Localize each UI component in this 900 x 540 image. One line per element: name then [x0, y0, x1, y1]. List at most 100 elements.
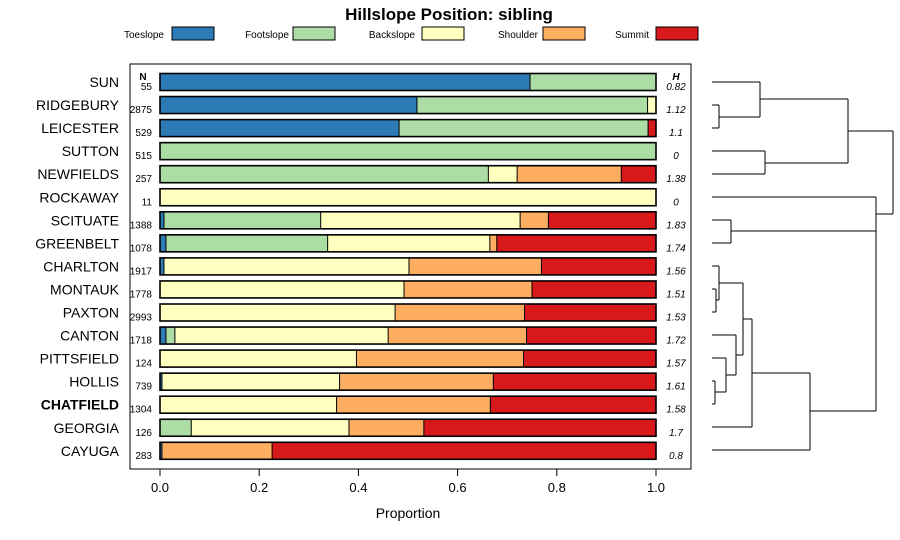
bar-segment-canton-footslope	[165, 327, 175, 345]
plot-panel-border	[129, 63, 692, 470]
bar-outline-canton	[159, 326, 657, 345]
row-labels: SUN 55 0.82 RIDGEBURY 2875 1.12 LEICESTER 529 1.…	[35, 74, 686, 462]
n-value-newfields: 257	[135, 174, 152, 185]
bar-segment-paxton-summit	[524, 304, 656, 321]
bar-row-chatfield	[159, 395, 657, 415]
dendrogram-branch	[712, 334, 737, 376]
bar-segment-hollis-backslope	[161, 373, 340, 391]
n-value-montauk: 1778	[130, 290, 153, 301]
row-label-chatfield: CHATFIELD	[41, 397, 119, 413]
x-tick-label: 0.2	[250, 480, 268, 495]
bar-row-sutton	[159, 141, 657, 161]
dendrogram-branch	[712, 104, 720, 129]
bar-segment-georgia-summit	[423, 419, 656, 437]
row-label-cayuga: CAYUGA	[61, 443, 120, 459]
legend-label-toeslope: Toeslope	[124, 30, 164, 41]
bar-outline-sutton	[159, 141, 657, 161]
bar-segment-sun-footslope	[530, 73, 656, 91]
bar-segment-cayuga-toeslope	[160, 442, 162, 460]
legend: Toeslope Footslope Backslope Shoulder Summit	[124, 26, 699, 41]
bars	[159, 72, 657, 461]
row-label-pittsfield: PITTSFIELD	[40, 351, 119, 367]
h-column-header: H	[672, 72, 680, 83]
bar-row-paxton	[159, 303, 657, 322]
n-value-georgia: 126	[135, 428, 152, 439]
bar-row-cayuga	[159, 441, 657, 461]
legend-label-shoulder: Shoulder	[498, 30, 539, 41]
n-value-pittsfield: 124	[135, 359, 152, 370]
bar-outline-sun	[159, 72, 657, 92]
bar-outline-cayuga	[159, 441, 657, 461]
bar-segment-greenbelt-footslope	[165, 234, 328, 252]
bar-segment-newfields-shoulder	[517, 165, 622, 183]
row-label-canton: CANTON	[60, 328, 119, 344]
bar-segment-leicester-footslope	[399, 119, 649, 137]
h-value-rockaway: 0	[673, 197, 679, 208]
bar-segment-newfields-footslope	[160, 165, 489, 183]
bar-segment-leicester-toeslope	[160, 119, 400, 137]
n-value-chatfield: 1304	[130, 405, 153, 416]
bar-segment-greenbelt-toeslope	[160, 234, 166, 252]
dendrogram	[712, 81, 894, 451]
n-value-hollis: 739	[135, 382, 152, 393]
bar-segment-ridgebury-backslope	[647, 96, 656, 114]
legend-swatch-summit	[655, 26, 699, 41]
n-value-paxton: 2993	[130, 313, 153, 324]
bar-segment-canton-summit	[526, 327, 656, 345]
bar-segment-pittsfield-shoulder	[356, 350, 524, 368]
row-label-ridgebury: RIDGEBURY	[36, 97, 120, 113]
x-tick-label: 0.8	[548, 480, 566, 495]
x-tick-label: 0.4	[349, 480, 367, 495]
bar-outline-scituate	[159, 211, 657, 230]
bar-segment-charlton-summit	[541, 257, 656, 275]
row-label-hollis: HOLLIS	[69, 374, 119, 390]
row-label-newfields: NEWFIELDS	[37, 166, 119, 182]
bar-outline-hollis	[159, 372, 657, 391]
row-label-greenbelt: GREENBELT	[35, 235, 119, 251]
bar-segment-paxton-backslope	[160, 304, 396, 321]
h-value-leicester: 1.1	[669, 128, 683, 139]
bar-segment-paxton-shoulder	[395, 304, 525, 321]
bar-row-charlton	[159, 257, 657, 276]
bar-outline-charlton	[159, 257, 657, 276]
bar-row-hollis	[159, 372, 657, 391]
bar-segment-hollis-toeslope	[160, 373, 162, 391]
n-value-canton: 1718	[130, 336, 153, 347]
bar-row-georgia	[159, 418, 657, 438]
n-value-rockaway: 11	[142, 197, 153, 208]
bar-segment-ridgebury-toeslope	[160, 96, 417, 114]
bar-segment-ridgebury-footslope	[416, 96, 648, 114]
dendrogram-branch	[731, 230, 877, 412]
n-value-charlton: 1917	[130, 266, 153, 277]
bar-segment-cayuga-summit	[272, 442, 656, 460]
bar-segment-georgia-backslope	[191, 419, 349, 437]
bar-row-ridgebury	[159, 95, 657, 115]
bar-outline-georgia	[159, 418, 657, 438]
row-label-montauk: MONTAUK	[50, 282, 120, 298]
bar-segment-montauk-backslope	[160, 280, 405, 298]
legend-swatch-backslope	[421, 26, 465, 41]
bar-segment-canton-shoulder	[388, 327, 527, 345]
bar-segment-greenbelt-backslope	[327, 234, 490, 252]
bar-row-newfields	[159, 164, 657, 184]
n-value-sutton: 515	[135, 151, 152, 162]
bar-segment-chatfield-backslope	[160, 396, 337, 414]
bar-segment-charlton-shoulder	[408, 257, 542, 275]
bar-outline-leicester	[159, 118, 657, 138]
x-tick-label: 0.6	[449, 480, 467, 495]
x-axis: 0.0 0.2 0.4 0.6 0.8 1.0	[151, 469, 665, 495]
legend-swatch-toeslope	[171, 26, 215, 41]
bar-row-scituate	[159, 211, 657, 230]
bar-outline-chatfield	[159, 395, 657, 415]
n-value-cayuga: 283	[135, 451, 152, 462]
dendrogram-branch	[712, 288, 717, 313]
dendrogram-branch	[712, 219, 732, 244]
bar-segment-rockaway-backslope	[160, 188, 656, 206]
bar-row-rockaway	[159, 187, 657, 207]
bar-segment-pittsfield-summit	[523, 350, 656, 368]
bar-segment-chatfield-shoulder	[336, 396, 491, 414]
bar-segment-scituate-footslope	[163, 211, 321, 229]
h-value-greenbelt: 1.74	[666, 243, 686, 254]
chart-title: Hillslope Position: sibling	[345, 5, 553, 24]
bar-segment-montauk-summit	[532, 280, 656, 298]
